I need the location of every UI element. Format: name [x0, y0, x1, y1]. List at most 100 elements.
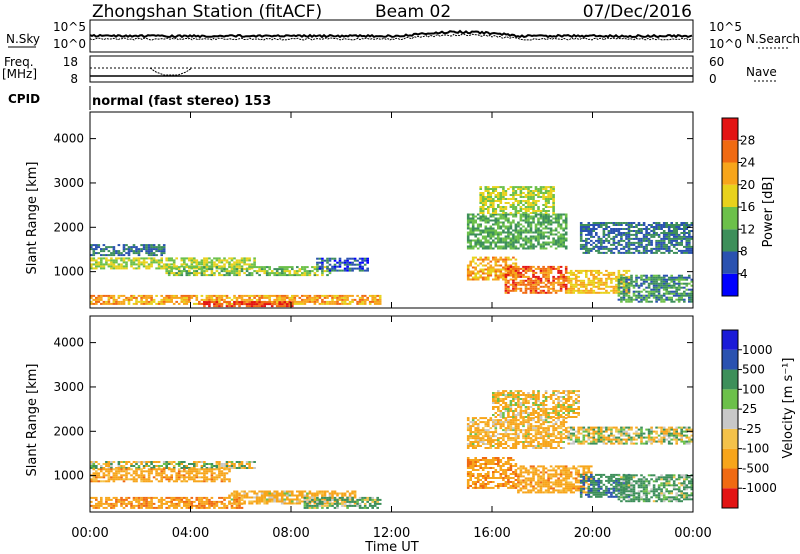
- echo-cell: [524, 477, 528, 480]
- echo-cell: [522, 465, 525, 468]
- echo-cell: [223, 294, 226, 297]
- echo-cell: [497, 463, 500, 465]
- echo-cell: [115, 267, 118, 270]
- echo-cell: [263, 294, 266, 297]
- echo-cell: [283, 302, 287, 305]
- echo-cell: [132, 261, 136, 264]
- echo-cell: [97, 506, 101, 509]
- echo-cell: [147, 250, 151, 253]
- echo-cell: [647, 228, 651, 230]
- echo-cell: [670, 233, 673, 236]
- echo-cell: [537, 231, 540, 234]
- echo-cell: [587, 222, 591, 224]
- echo-cell: [172, 470, 176, 473]
- echo-cell: [474, 486, 477, 489]
- echo-cell: [175, 504, 178, 507]
- echo-cell: [140, 498, 143, 501]
- echo-cell: [155, 472, 158, 475]
- echo-cell: [471, 459, 475, 461]
- echo-cell: [585, 241, 588, 244]
- echo-cell: [160, 465, 163, 467]
- echo-cell: [532, 285, 535, 288]
- echo-cell: [278, 296, 281, 299]
- echo-cell: [650, 239, 653, 242]
- echo-cell: [353, 257, 357, 260]
- echo-cell: [346, 500, 349, 503]
- echo-cell: [557, 245, 560, 248]
- echo-cell: [627, 224, 631, 226]
- echo-cell: [527, 198, 530, 200]
- echo-cell: [263, 268, 266, 271]
- echo-cell: [537, 188, 540, 190]
- echo-cell: [527, 245, 530, 248]
- echo-cell: [524, 237, 528, 240]
- echo-cell: [193, 266, 196, 269]
- echo-cell: [343, 498, 347, 501]
- echo-cell: [517, 233, 520, 236]
- echo-cell: [135, 480, 138, 483]
- echo-cell: [675, 232, 678, 234]
- echo-cell: [489, 260, 493, 263]
- echo-cell: [487, 276, 490, 279]
- echo-cell: [273, 274, 276, 277]
- echo-cell: [502, 225, 505, 228]
- echo-cell: [582, 291, 586, 294]
- echo-cell: [557, 275, 560, 278]
- echo-cell: [542, 467, 545, 470]
- echo-cell: [688, 233, 691, 236]
- echo-cell: [497, 459, 500, 461]
- echo-cell: [557, 477, 560, 480]
- echo-cell: [602, 247, 606, 250]
- echo-cell: [107, 504, 111, 507]
- echo-cell: [321, 494, 324, 497]
- echo-cell: [235, 263, 239, 266]
- echo-cell: [507, 217, 510, 220]
- colorbar-swatch: [722, 273, 738, 296]
- echo-cell: [544, 225, 548, 228]
- echo-cell: [333, 490, 337, 493]
- echo-cell: [610, 277, 613, 280]
- echo-cell: [642, 237, 646, 240]
- echo-cell: [195, 298, 199, 301]
- echo-cell: [228, 257, 231, 260]
- echo-cell: [605, 281, 608, 284]
- echo-cell: [137, 254, 141, 257]
- echo-cell: [602, 287, 606, 290]
- echo-cell: [112, 504, 116, 507]
- echo-cell: [509, 463, 513, 465]
- echo-cell: [162, 498, 166, 501]
- echo-cell: [544, 243, 548, 246]
- echo-cell: [351, 294, 354, 297]
- echo-cell: [100, 294, 103, 297]
- echo-cell: [100, 254, 103, 257]
- echo-cell: [90, 263, 93, 266]
- echo-cell: [557, 483, 560, 486]
- echo-cell: [557, 277, 560, 280]
- echo-cell: [512, 477, 515, 479]
- echo-cell: [316, 500, 319, 503]
- echo-cell: [273, 496, 276, 499]
- echo-cell: [683, 276, 686, 279]
- echo-cell: [539, 465, 543, 468]
- echo-cell: [265, 301, 269, 304]
- echo-cell: [145, 302, 148, 305]
- echo-cell: [499, 467, 503, 469]
- echo-cell: [620, 298, 623, 301]
- echo-cell: [336, 494, 339, 497]
- echo-cell: [627, 243, 631, 246]
- echo-cell: [185, 263, 189, 266]
- echo-cell: [331, 504, 334, 507]
- echo-cell: [647, 294, 651, 297]
- echo-cell: [373, 500, 377, 503]
- echo-cell: [517, 212, 520, 214]
- colorbar-tick-label: 8: [740, 245, 748, 259]
- echo-cell: [336, 296, 339, 299]
- echo-cell: [130, 474, 133, 477]
- echo-cell: [280, 492, 284, 495]
- echo-cell: [331, 496, 334, 499]
- echo-cell: [150, 504, 153, 507]
- echo-cell: [102, 502, 106, 505]
- echo-cell: [142, 263, 146, 266]
- echo-cell: [610, 251, 613, 254]
